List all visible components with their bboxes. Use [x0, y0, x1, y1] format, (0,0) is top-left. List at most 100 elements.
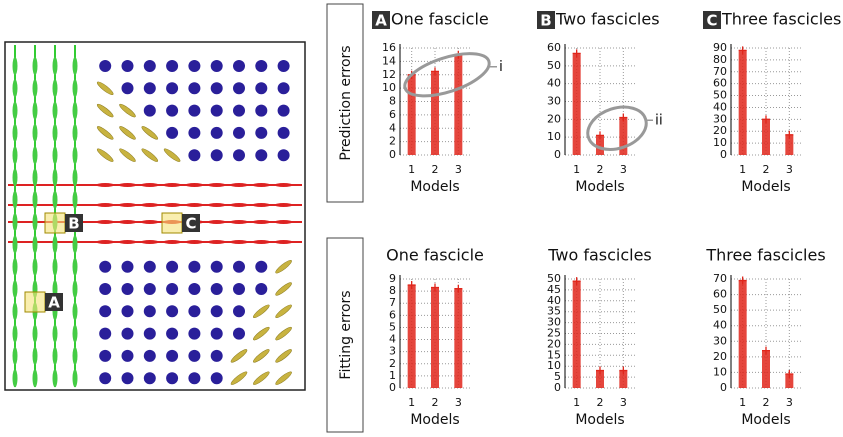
x-tick-label: 2 [597, 396, 604, 409]
y-tick-label: 20 [713, 124, 727, 137]
glyph [99, 349, 112, 362]
glyph [230, 371, 248, 385]
x-axis-label: Models [575, 179, 624, 195]
glyph [166, 60, 179, 72]
y-tick-label: 9 [389, 272, 396, 285]
y-tick-label: 15 [547, 348, 561, 361]
glyph [72, 369, 78, 388]
glyph [210, 126, 223, 139]
y-tick-label: 1 [389, 369, 396, 382]
glyph [96, 183, 115, 187]
glyph [275, 259, 292, 274]
glyph [233, 327, 245, 340]
outlier-cross [454, 284, 463, 293]
glyph [99, 60, 112, 72]
glyph [252, 240, 271, 244]
glyph [12, 235, 18, 254]
strip [407, 74, 416, 155]
y-tick-label: 30 [547, 95, 561, 108]
glyph [141, 126, 159, 140]
y-tick-label: 60 [713, 288, 727, 301]
glyph [118, 220, 137, 224]
glyph [207, 240, 226, 244]
x-tick-label: 3 [786, 163, 793, 176]
y-tick-label: 0 [389, 148, 396, 161]
glyph [255, 126, 268, 139]
glyph [188, 283, 201, 295]
glyph [96, 240, 115, 244]
glyph [32, 257, 38, 276]
panel-label: B [540, 12, 551, 30]
glyph [143, 283, 156, 295]
glyph [12, 190, 18, 209]
glyph [99, 305, 112, 318]
glyph [210, 283, 223, 295]
strip [785, 134, 794, 155]
y-tick-label: 70 [713, 65, 727, 78]
y-tick-label: 50 [713, 303, 727, 316]
x-tick-label: 1 [573, 163, 580, 176]
glyph [207, 220, 226, 224]
y-tick-label: 30 [713, 334, 727, 347]
glyph [32, 168, 38, 187]
roi-box [161, 212, 183, 234]
glyph [188, 372, 201, 385]
glyph [166, 260, 179, 273]
glyph [207, 183, 226, 187]
glyph [12, 346, 18, 365]
chart-title: Three fascicles [721, 10, 841, 29]
glyph [12, 123, 18, 142]
glyph [12, 369, 18, 388]
glyph [72, 235, 78, 254]
glyph [52, 369, 58, 388]
y-tick-label: 40 [547, 77, 561, 90]
outlier-cross [738, 276, 747, 285]
glyph [230, 220, 248, 224]
strip [431, 71, 439, 155]
x-tick-label: 3 [786, 396, 793, 409]
glyph [99, 327, 112, 340]
glyph [253, 371, 270, 385]
glyph [52, 146, 58, 165]
glyph [72, 146, 78, 165]
strip [572, 281, 581, 388]
outlier-cross [762, 115, 770, 124]
chart-title: One fascicle [391, 10, 489, 29]
glyph [188, 104, 201, 117]
glyph [275, 371, 292, 385]
x-tick-label: 3 [620, 163, 627, 176]
x-axis-label: Models [741, 412, 790, 428]
glyph [188, 327, 201, 340]
glyph [52, 123, 58, 142]
glyph [274, 220, 293, 224]
glyph [166, 372, 179, 385]
glyph [210, 372, 223, 385]
glyph [143, 349, 156, 362]
glyph [274, 183, 293, 187]
outlier-cross [619, 366, 628, 375]
glyph [166, 327, 179, 340]
glyph [121, 82, 134, 95]
y-tick-label: 30 [547, 316, 561, 329]
row-label-box [326, 237, 364, 433]
x-tick-label: 2 [432, 163, 439, 176]
glyph [233, 283, 245, 295]
outlier-cross [619, 113, 628, 122]
glyph [143, 60, 156, 72]
glyph [210, 82, 223, 95]
glyph [118, 203, 137, 207]
roi-tag [45, 293, 63, 311]
glyph [52, 235, 58, 254]
strip [619, 370, 628, 388]
glyph [275, 304, 292, 319]
glyph [275, 349, 292, 363]
glyph [188, 349, 201, 362]
strip [738, 50, 747, 155]
y-tick-label: 20 [547, 337, 561, 350]
glyph [12, 57, 18, 75]
glyph [32, 123, 38, 142]
glyph [99, 260, 112, 273]
y-tick-label: 60 [713, 77, 727, 90]
strip [785, 373, 794, 388]
glyph [233, 82, 245, 95]
